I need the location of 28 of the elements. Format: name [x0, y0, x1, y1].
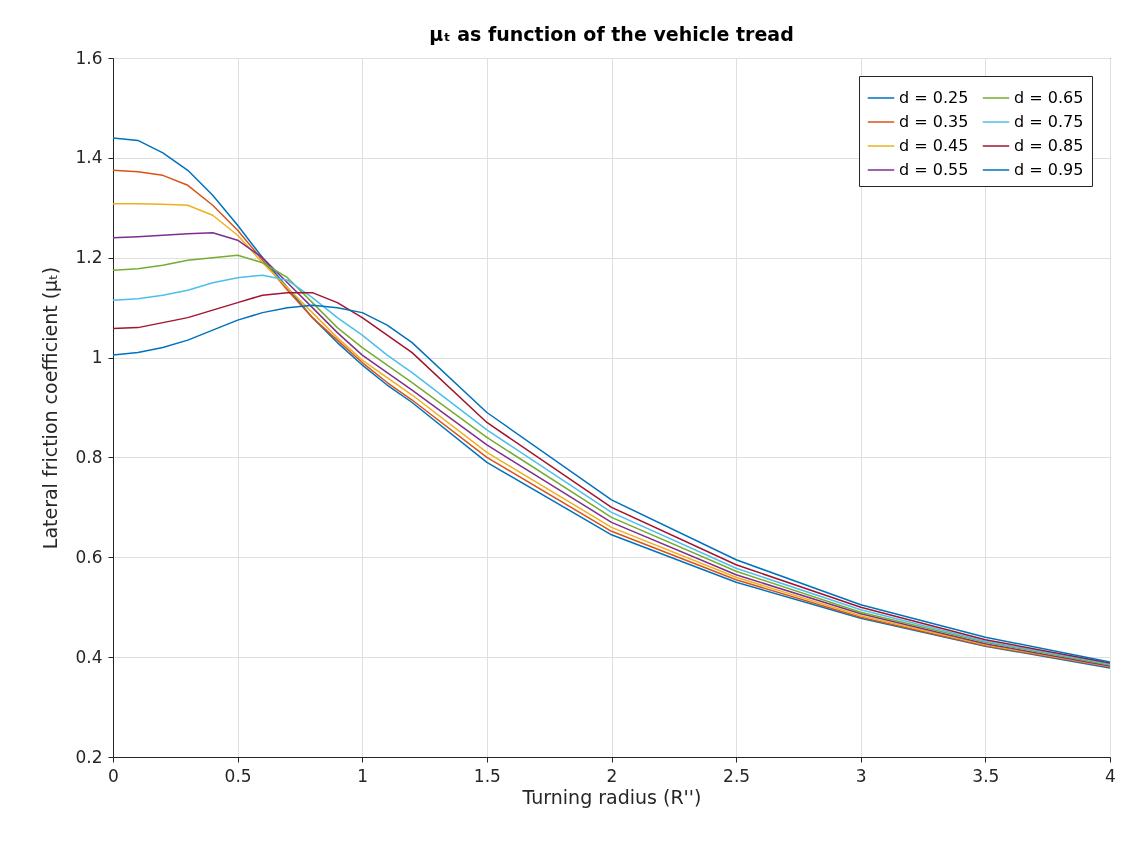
x-tick-label: 3.5 [972, 765, 1000, 786]
legend-label: d = 0.35 [899, 112, 969, 131]
legend-label: d = 0.45 [899, 136, 969, 155]
x-tick-label: 3 [855, 765, 867, 786]
legend-label: d = 0.55 [899, 160, 969, 179]
x-tick-label: 2.5 [723, 765, 751, 786]
x-tick-label: 0.5 [224, 765, 252, 786]
y-tick-label: 0.2 [75, 746, 103, 767]
y-tick-label: 0.4 [75, 646, 103, 667]
x-tick-label: 1.5 [473, 765, 501, 786]
y-tick-label: 1.4 [75, 147, 103, 168]
x-tick-label: 1 [357, 765, 369, 786]
y-tick-label: 1 [91, 347, 103, 368]
y-tick-label: 0.8 [75, 446, 103, 467]
legend-label: d = 0.85 [1014, 136, 1084, 155]
legend-label: d = 0.65 [1014, 88, 1084, 107]
y-tick-label: 1.2 [75, 247, 103, 268]
y-tick-label: 1.6 [75, 47, 103, 68]
x-tick-label: 4 [1105, 765, 1116, 786]
legend-label: d = 0.25 [899, 88, 969, 107]
chart-title: μₜ as function of the vehicle tread [429, 23, 794, 45]
x-tick-label: 0 [108, 765, 119, 786]
y-tick-label: 0.6 [75, 546, 103, 567]
x-tick-label: 2 [606, 765, 618, 786]
y-axis-title: Lateral friction coefficient (μₜ) [39, 266, 62, 550]
legend-label: d = 0.75 [1014, 112, 1084, 131]
legend-label: d = 0.95 [1014, 160, 1084, 179]
x-axis-title: Turning radius (R'') [521, 785, 702, 808]
